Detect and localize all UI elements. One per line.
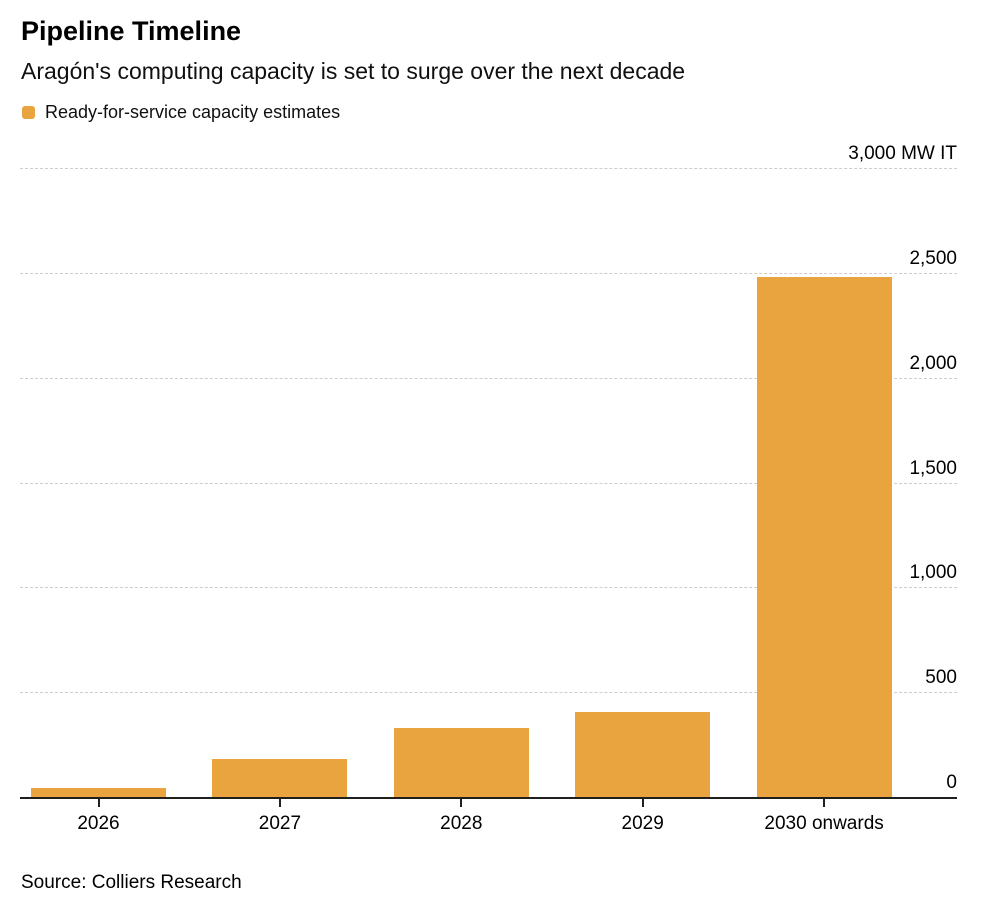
gridline: [20, 482, 957, 484]
x-axis-tick-label: 2029: [621, 813, 664, 834]
gridline: [20, 587, 957, 589]
x-axis-tick-label: 2030 onwards: [764, 813, 884, 834]
x-axis-tick: [278, 799, 281, 807]
x-axis-line: [20, 797, 957, 799]
x-axis-tick-label: 2026: [77, 813, 120, 834]
legend-label: Ready-for-service capacity estimates: [45, 102, 341, 122]
x-axis-tick: [97, 799, 100, 807]
legend: Ready-for-service capacity estimates: [22, 102, 340, 123]
y-axis-tick-label: 0: [946, 772, 957, 793]
source-note: Source: Colliers Research: [21, 872, 242, 893]
gridline: [20, 377, 957, 379]
chart-subtitle: Aragón's computing capacity is set to su…: [21, 58, 686, 84]
y-axis-tick-label: 2,500: [909, 247, 957, 269]
gridline: [20, 692, 957, 694]
y-axis-tick-label: 1,000: [909, 562, 957, 584]
y-axis-tick-label: 500: [925, 667, 957, 689]
x-axis-tick-label: 2028: [440, 813, 483, 834]
x-axis-tick: [823, 799, 826, 807]
y-axis-tick-label: 1,500: [909, 457, 957, 479]
bar: [575, 712, 711, 797]
y-axis-tick-label: 2,000: [909, 352, 957, 374]
bar: [212, 759, 348, 797]
bar: [31, 788, 166, 797]
x-axis-tick: [460, 799, 463, 807]
gridline: [20, 168, 957, 169]
chart-title: Pipeline Timeline: [21, 16, 242, 46]
legend-swatch-icon: [22, 106, 35, 119]
y-axis-tick-label: 3,000 MW IT: [848, 143, 957, 164]
x-axis-tick-label: 2027: [258, 813, 302, 834]
x-axis-tick: [641, 799, 644, 807]
gridline: [20, 272, 957, 274]
bar: [756, 277, 892, 797]
bar: [393, 728, 529, 797]
